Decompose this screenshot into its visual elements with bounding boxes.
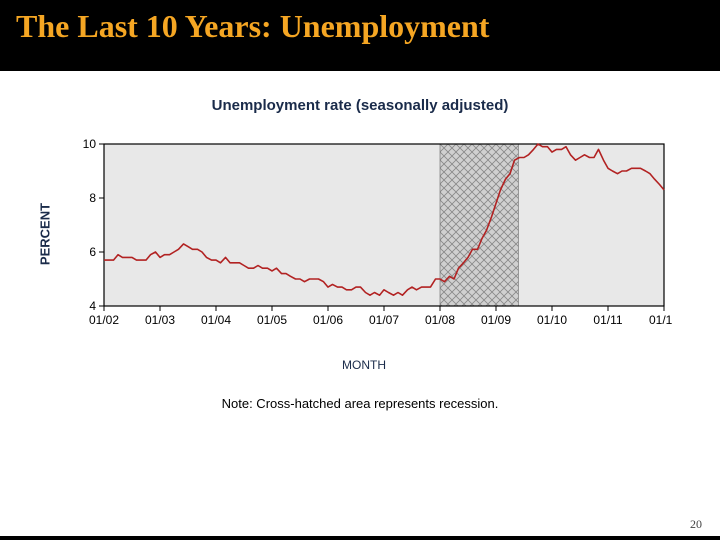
- slide-title: The Last 10 Years: Unemployment: [16, 8, 489, 44]
- chart-title: Unemployment rate (seasonally adjusted): [0, 97, 720, 114]
- svg-text:8: 8: [89, 191, 96, 205]
- x-axis-label: MONTH: [342, 358, 386, 372]
- page-number: 20: [690, 517, 702, 532]
- svg-text:01/11: 01/11: [593, 313, 622, 327]
- svg-text:01/02: 01/02: [89, 313, 119, 327]
- title-bar: The Last 10 Years: Unemployment: [0, 0, 720, 71]
- chart-plot: 4 6 8 10 01/02 01/03 01/04 01/05 01/06 01/07 01/08…: [56, 136, 672, 332]
- chart-wrap: PERCENT 4681001/0201/0301/0401/0501/0601…: [56, 136, 672, 332]
- svg-text:6: 6: [89, 245, 96, 259]
- chart-note: Note: Cross-hatched area represents rece…: [0, 396, 720, 411]
- bottom-edge: [0, 536, 720, 540]
- svg-text:01/10: 01/10: [537, 313, 567, 327]
- svg-text:01/09: 01/09: [481, 313, 511, 327]
- y-axis-label: PERCENT: [38, 203, 53, 265]
- svg-text:01/08: 01/08: [425, 313, 455, 327]
- svg-text:01/04: 01/04: [201, 313, 231, 327]
- svg-text:01/05: 01/05: [257, 313, 287, 327]
- svg-text:01/12: 01/12: [649, 313, 672, 327]
- svg-text:01/03: 01/03: [145, 313, 175, 327]
- svg-text:4: 4: [89, 299, 96, 313]
- svg-text:01/06: 01/06: [313, 313, 343, 327]
- svg-text:01/07: 01/07: [369, 313, 399, 327]
- svg-text:10: 10: [83, 137, 97, 151]
